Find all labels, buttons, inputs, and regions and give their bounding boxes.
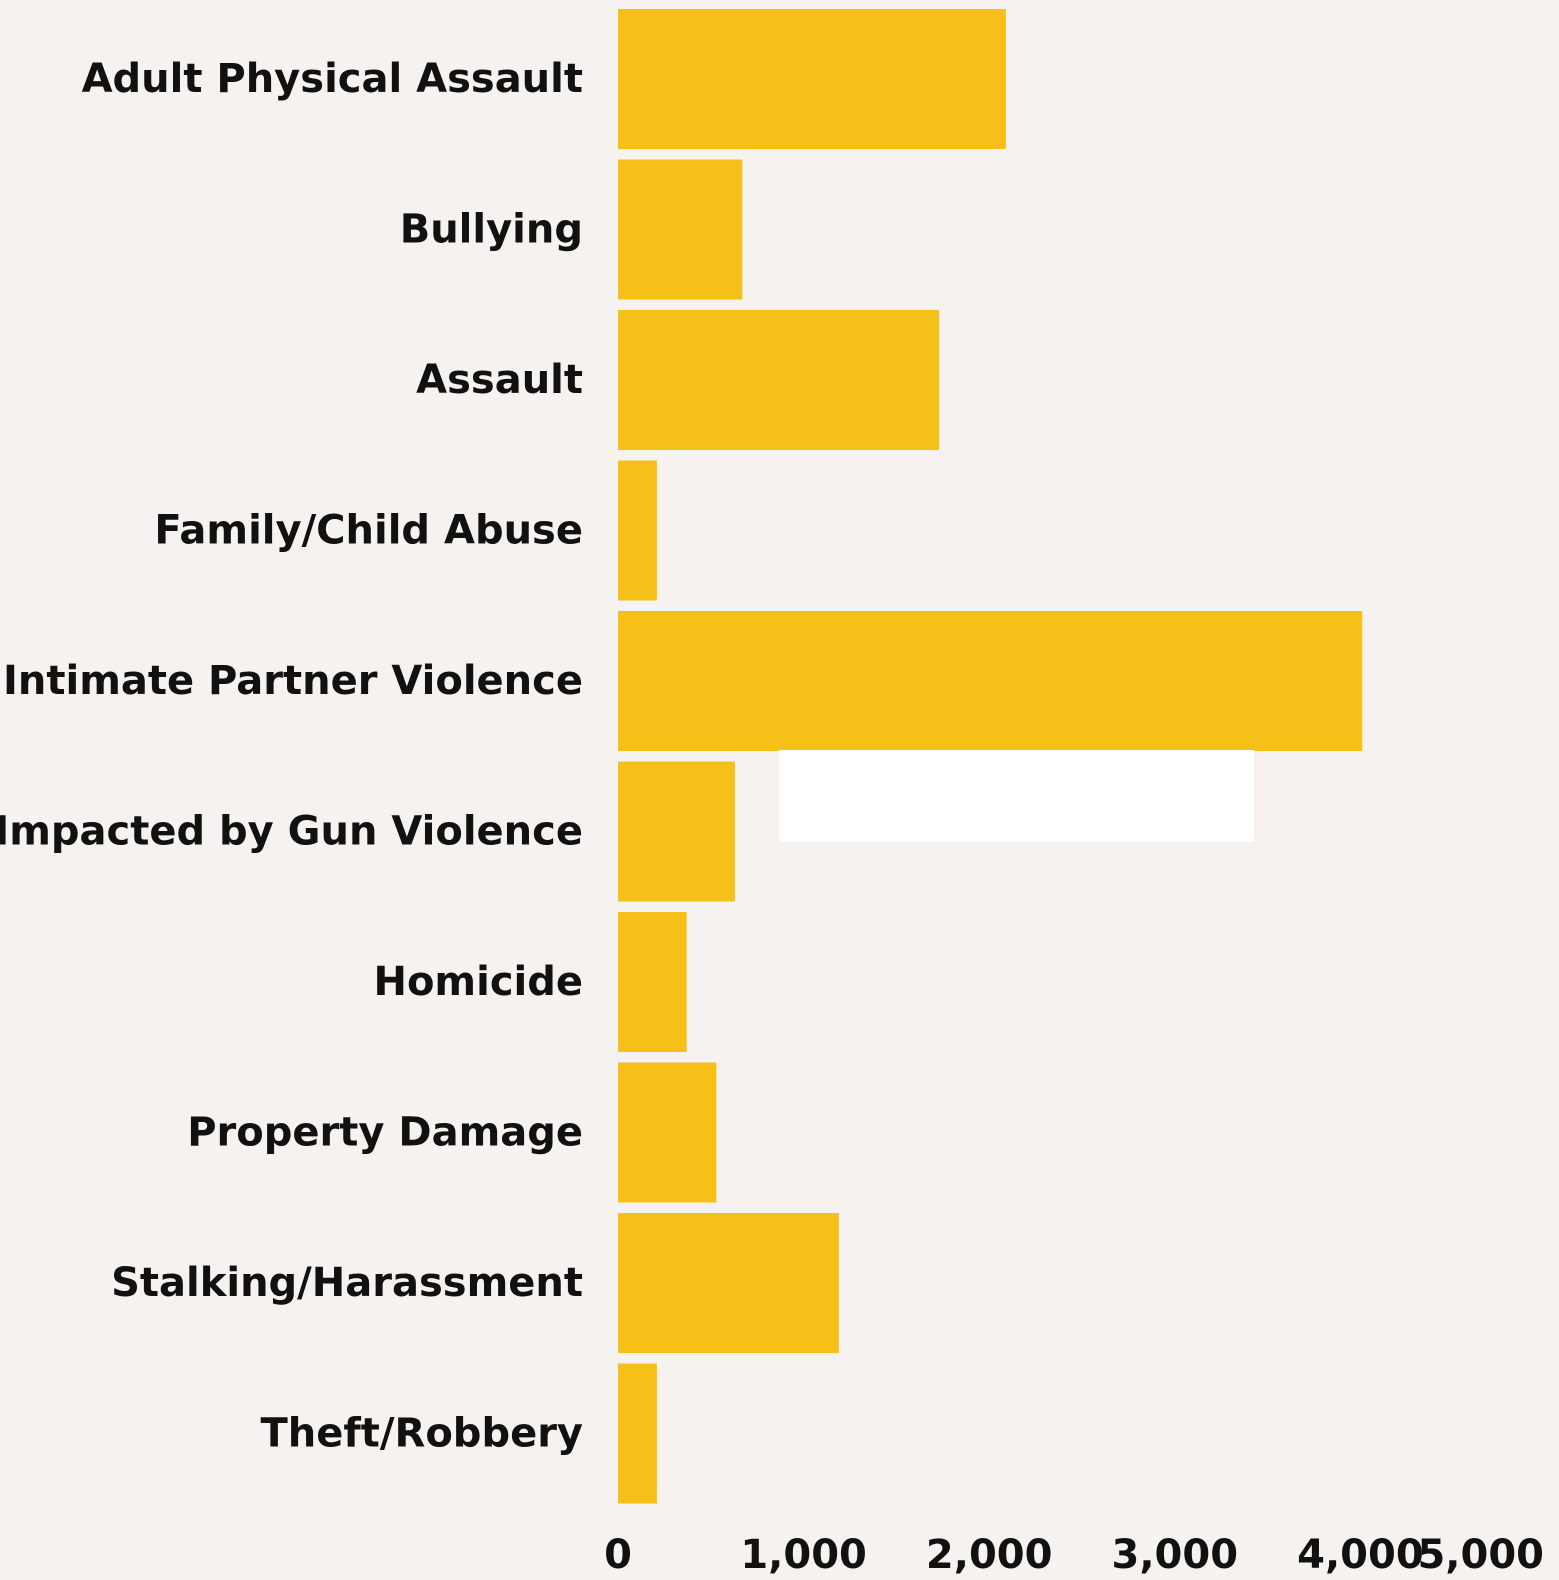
x-tick-label: 3,000 [1112, 1532, 1239, 1578]
x-tick-label: 1,000 [740, 1532, 867, 1578]
category-label: Bullying [400, 207, 583, 253]
bar [618, 460, 657, 601]
category-label: Theft/Robbery [261, 1411, 584, 1457]
category-labels: Adult Physical Assault Bullying Assault Fam… [0, 56, 583, 1457]
category-label: Intimate Partner Violence [3, 658, 583, 704]
category-label: Family/Child Abuse [154, 508, 583, 554]
bar [618, 1213, 839, 1353]
bar [618, 1062, 717, 1203]
x-tick-label: 5,000 [1417, 1532, 1544, 1578]
category-label: Impacted by Gun Violence [0, 809, 583, 855]
bar [618, 1363, 657, 1504]
bar [618, 761, 735, 902]
bar [618, 9, 1006, 149]
category-label: Assault [416, 357, 583, 403]
blank-overlay-box [779, 750, 1254, 842]
bar [618, 159, 743, 300]
bar [618, 310, 940, 450]
category-label: Property Damage [187, 1110, 583, 1156]
bars-layer [618, 9, 1363, 1504]
bar [618, 912, 687, 1052]
category-label: Adult Physical Assault [82, 56, 583, 102]
x-tick-label: 2,000 [926, 1532, 1053, 1578]
x-tick-label: 0 [604, 1532, 632, 1578]
bar [618, 611, 1363, 751]
category-label: Homicide [373, 959, 583, 1005]
x-tick-label: 4,000 [1297, 1532, 1424, 1578]
category-label: Stalking/Harassment [111, 1260, 583, 1306]
